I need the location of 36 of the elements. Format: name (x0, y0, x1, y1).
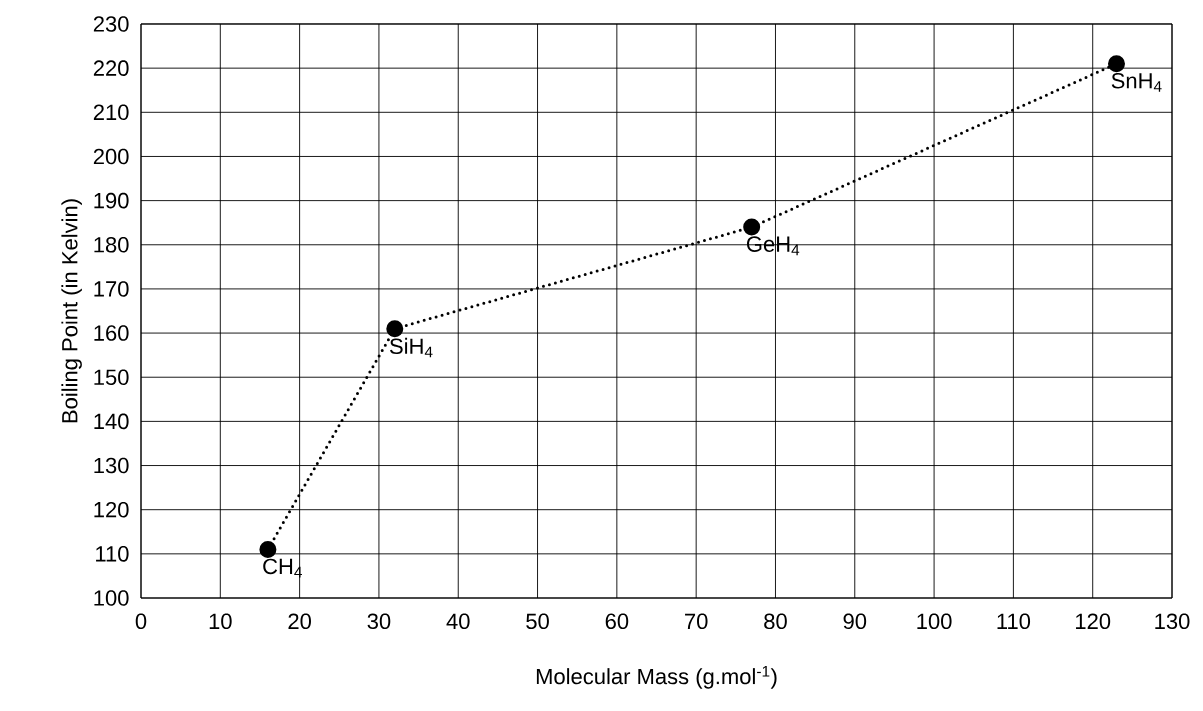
y-axis-title: Boiling Point (in Kelvin) (61, 199, 82, 423)
y-tick-label: 110 (96, 546, 129, 562)
y-tick-label: 100 (94, 590, 129, 606)
x-tick-label: 50 (526, 613, 549, 630)
x-tick-label: 130 (1155, 613, 1190, 630)
point (743, 218, 761, 236)
y-tick-label: 180 (94, 236, 129, 253)
x-tick-label: 0 (135, 613, 147, 630)
x-tick-label: 40 (446, 613, 470, 630)
y-tick-label: 200 (93, 148, 129, 165)
y-tick-label: 220 (93, 60, 129, 76)
y-tick-label: 230 (93, 16, 129, 32)
point (259, 540, 277, 558)
x-tick-label: 80 (764, 613, 787, 630)
x-tick-label: 20 (288, 613, 311, 630)
x-tick-label: 60 (605, 613, 629, 630)
y-tick-label: 120 (94, 501, 129, 518)
annotation: SiH$_{4}$ (389, 337, 433, 358)
point (386, 320, 404, 338)
x-tick-label: 120 (1076, 613, 1111, 630)
annotation: SnH$_{4}$ (1111, 72, 1162, 92)
x-axis-title: Molecular Mass (g.mol$^{-1}$) (536, 665, 777, 689)
x-tick-label: 70 (685, 613, 708, 630)
y-tick-label: 170 (94, 281, 129, 297)
y-tick-label: 140 (94, 413, 129, 430)
x-tick-label: 90 (843, 613, 867, 630)
y-tick-label: 160 (94, 325, 129, 341)
y-tick-label: 150 (94, 369, 129, 386)
x-tick-label: 100 (917, 613, 952, 630)
x-tick-label: 10 (209, 613, 232, 630)
point (1108, 55, 1125, 73)
y-tick-label: 130 (94, 457, 129, 474)
y-tick-label: 210 (93, 104, 129, 121)
y-tick-label: 190 (94, 192, 129, 209)
x-tick-label: 110 (997, 613, 1031, 630)
x-tick-label: 30 (367, 613, 391, 630)
